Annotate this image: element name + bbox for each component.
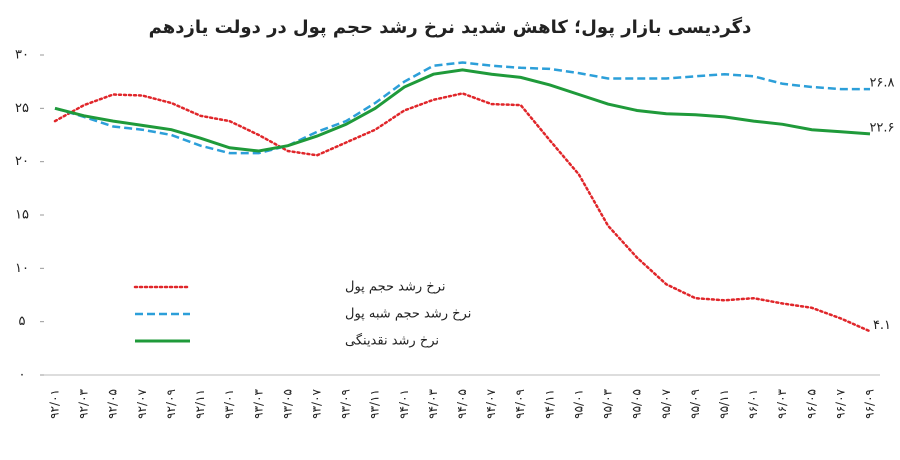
- x-tick-label: ۹۲/۰۳: [77, 388, 91, 418]
- series-line: [54, 68, 871, 153]
- x-tick-label: ۹۴/۰۳: [426, 388, 440, 418]
- x-tick-label: ۹۴/۰۹: [513, 389, 527, 419]
- chart-title: دگردیسی بازار پول؛ کاهش شدید نرخ رشد حجم…: [149, 16, 752, 38]
- x-tick-label: ۹۴/۱۱: [542, 389, 556, 419]
- x-tick-label: ۹۳/۰۳: [251, 388, 265, 418]
- x-tick-label: ۹۵/۰۹: [688, 389, 702, 419]
- x-tick-label: ۹۶/۰۱: [746, 389, 760, 419]
- x-tick-label: ۹۶/۰۵: [804, 389, 818, 419]
- x-tick-label: ۹۶/۰۹: [863, 389, 877, 419]
- x-tick-label: ۹۵/۰۱: [571, 389, 585, 419]
- x-tick-label: ۹۲/۰۷: [135, 388, 149, 418]
- end-label: ۲۶.۸: [869, 76, 894, 91]
- x-tick-label: ۹۲/۰۱: [48, 389, 62, 419]
- y-tick-label: ۲۰: [15, 154, 29, 169]
- x-tick-label: ۹۵/۰۷: [659, 388, 673, 418]
- x-tick-label: ۹۳/۰۵: [280, 389, 294, 419]
- x-tick-label: ۹۶/۰۷: [833, 388, 847, 418]
- legend-label: نرخ رشد حجم پول: [345, 280, 445, 295]
- y-tick-label: ۳۰: [15, 48, 29, 63]
- x-tick-label: ۹۳/۱۱: [368, 389, 382, 419]
- x-tick-label: ۹۳/۰۹: [339, 389, 353, 419]
- x-tick-label: ۹۴/۰۷: [484, 388, 498, 418]
- x-tick-label: ۹۶/۰۳: [775, 388, 789, 418]
- x-tick-label: ۹۵/۰۳: [601, 388, 615, 418]
- end-label: ۲۲.۶: [869, 120, 894, 135]
- series-line: [54, 61, 870, 155]
- x-tick-label: ۹۲/۱۱: [193, 389, 207, 419]
- x-tick-label: ۹۵/۰۵: [630, 389, 644, 419]
- series-line: [53, 92, 872, 333]
- x-tick-label: ۹۳/۰۷: [309, 388, 323, 418]
- y-tick-label: ۲۵: [15, 101, 29, 116]
- y-tick-label: ۱۰: [15, 261, 29, 276]
- end-label: ۴.۱: [873, 318, 891, 333]
- x-tick-label: ۹۴/۰۱: [397, 389, 411, 419]
- x-tick-label: ۹۲/۰۵: [106, 389, 120, 419]
- y-tick-label: ۵: [19, 314, 26, 329]
- legend-label: نرخ رشد حجم شبه پول: [345, 307, 471, 322]
- x-tick-label: ۹۲/۰۹: [164, 389, 178, 419]
- legend-label: نرخ رشد نقدینگی: [345, 333, 439, 349]
- x-tick-label: ۹۴/۰۵: [455, 389, 469, 419]
- y-tick-label: ۱۵: [15, 208, 29, 223]
- y-tick-label: ۰: [19, 368, 26, 383]
- x-tick-label: ۹۳/۰۱: [222, 389, 236, 419]
- x-tick-label: ۹۵/۱۱: [717, 389, 731, 419]
